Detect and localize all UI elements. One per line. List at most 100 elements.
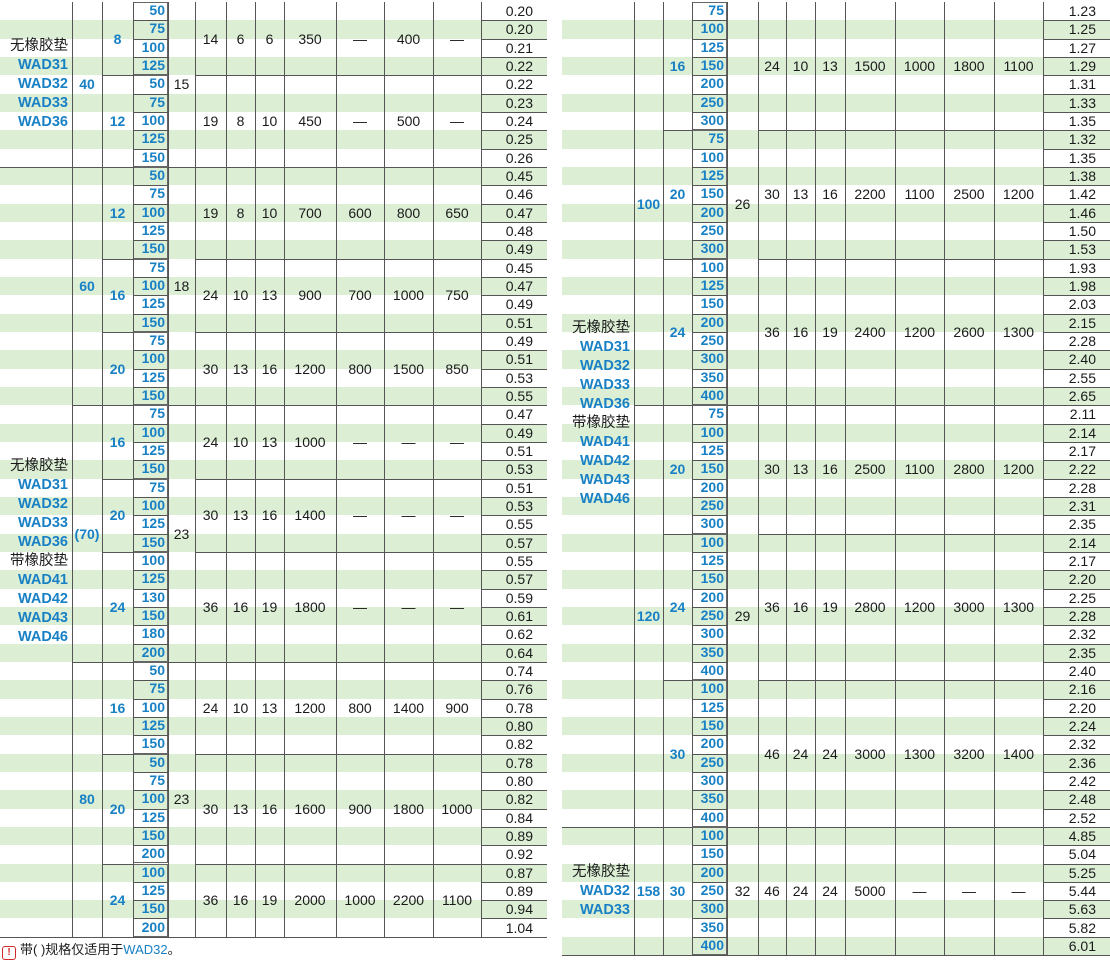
row-rule (72, 405, 102, 406)
length-box (133, 331, 168, 406)
length-value: 150 (700, 185, 724, 202)
weight-value: 5.44 (1068, 882, 1096, 899)
weight-value: 0.49 (505, 424, 533, 441)
load-value: — (450, 507, 464, 524)
row-rule (1043, 717, 1110, 718)
row-rule (692, 809, 727, 810)
row-rule (102, 552, 133, 553)
row-rule (692, 57, 727, 58)
thickness-value: 30 (669, 745, 686, 762)
diameter-value: 40 (79, 76, 95, 93)
weight-value: 2.35 (1068, 516, 1096, 533)
row-rule (481, 864, 547, 865)
weight-value: 2.22 (1068, 461, 1096, 478)
length-value: 300 (700, 771, 724, 788)
model-code: WAD46 (18, 628, 68, 645)
row-rule (692, 699, 727, 700)
dimension-value: 24 (202, 699, 219, 716)
row-rule (481, 94, 547, 95)
length-value: 50 (149, 661, 165, 678)
length-value: 125 (700, 551, 724, 568)
model-code: WAD32 (18, 495, 68, 512)
row-rule (692, 754, 727, 755)
row-rule (481, 460, 547, 461)
row-band (0, 460, 547, 479)
load-value: — (450, 113, 464, 130)
length-value: 100 (141, 863, 165, 880)
load-value: 1000 (441, 800, 473, 817)
length-value: 75 (149, 331, 165, 348)
length-value: 400 (700, 661, 724, 678)
weight-value: 2.35 (1068, 644, 1096, 661)
model-label: 无橡胶垫 WAD31 WAD32 WAD33 WAD36 带橡胶垫 WAD41 WAD42 WA… (562, 319, 630, 509)
row-band (562, 166, 1110, 186)
row-rule (1043, 350, 1110, 351)
length-value: 200 (700, 75, 724, 92)
diameter-value: 120 (636, 608, 661, 625)
weight-value: 1.33 (1068, 94, 1096, 111)
row-rule (1043, 882, 1110, 883)
load-value: — (353, 507, 367, 524)
diameter-value: (70) (74, 525, 100, 542)
row-rule (133, 900, 168, 901)
load-value: 700 (348, 287, 372, 304)
length-value: 100 (700, 258, 724, 275)
weight-value: 0.24 (505, 112, 533, 129)
length-value: 200 (700, 478, 724, 495)
row-band (0, 680, 547, 699)
load-value: 3000 (953, 598, 985, 615)
weight-value: 0.45 (505, 167, 533, 184)
row-rule (758, 534, 1043, 535)
length-value: 100 (141, 698, 165, 715)
length-value: 100 (141, 496, 165, 513)
dimension-value: 13 (792, 461, 809, 478)
weight-value: 2.24 (1068, 717, 1096, 734)
row-rule (102, 259, 133, 260)
weight-value: 1.42 (1068, 186, 1096, 203)
row-rule (133, 515, 168, 516)
row-rule (1043, 479, 1110, 480)
weight-value: 0.47 (505, 277, 533, 294)
dimension-value: 36 (764, 598, 780, 615)
load-value: 1000 (392, 287, 425, 304)
row-rule (481, 735, 547, 736)
length-value: 100 (141, 38, 165, 55)
weight-value: 1.29 (1068, 57, 1096, 74)
length-value: 100 (141, 276, 165, 293)
row-rule (481, 20, 547, 21)
length-value: 150 (700, 716, 724, 733)
weight-value: 2.52 (1068, 809, 1096, 826)
length-value: 400 (700, 808, 724, 825)
model-code: WAD43 (580, 472, 630, 489)
thickness-value: 16 (669, 58, 686, 75)
load-value: 1400 (1002, 745, 1035, 762)
row-rule (1043, 94, 1110, 95)
row-rule (168, 405, 195, 406)
model-code: WAD31 (18, 476, 68, 493)
row-band (562, 643, 1110, 662)
load-value: 1300 (1002, 598, 1035, 615)
load-value: 600 (348, 204, 372, 221)
dimension-value: 19 (202, 113, 219, 130)
length-value: 50 (149, 2, 165, 18)
row-rule (1043, 20, 1110, 21)
load-value: 850 (445, 360, 469, 377)
weight-value: 0.49 (505, 296, 533, 313)
length-value: 150 (700, 56, 724, 73)
weight-value: 2.65 (1068, 387, 1096, 404)
row-rule (102, 479, 133, 480)
dimension-value: 13 (792, 186, 809, 203)
load-value: 2800 (953, 461, 985, 478)
column-rule (195, 2, 196, 937)
row-rule (692, 75, 727, 76)
row-rule (133, 845, 168, 846)
row-band (0, 166, 547, 186)
thickness-value: 24 (109, 892, 126, 909)
dimension-value: 10 (232, 699, 249, 716)
model-code: WAD33 (580, 901, 630, 918)
row-rule (1043, 57, 1110, 58)
load-value: 1000 (344, 892, 376, 909)
weight-value: 0.20 (505, 21, 533, 38)
row-rule (102, 864, 133, 865)
row-band (0, 753, 547, 772)
